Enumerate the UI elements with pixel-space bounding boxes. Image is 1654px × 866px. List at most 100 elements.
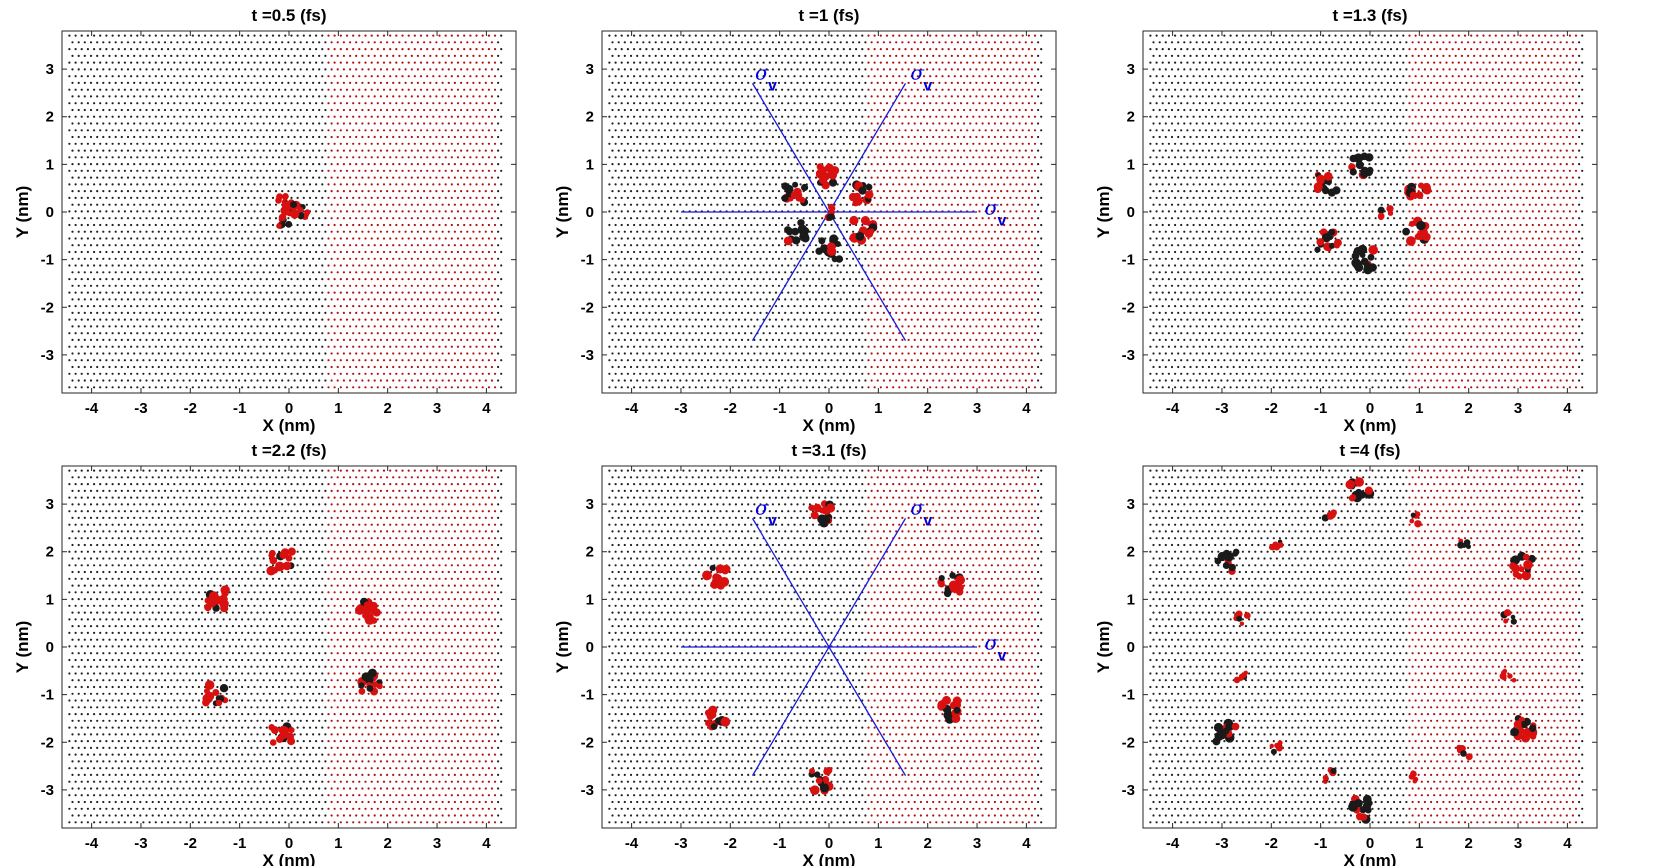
lattice-point [907, 325, 910, 328]
lattice-point [469, 156, 472, 159]
lattice-point [253, 305, 256, 308]
lattice-point [395, 386, 398, 389]
lattice-point [111, 142, 114, 145]
lattice-point [68, 129, 71, 132]
lattice-point [913, 298, 916, 301]
lattice-point [466, 203, 469, 206]
lattice-point [808, 352, 812, 355]
lattice-point [68, 169, 71, 172]
lattice-point [895, 338, 898, 341]
lattice-point [219, 135, 222, 139]
lattice-point [731, 318, 734, 321]
lattice-point [725, 386, 728, 389]
lattice-point [629, 311, 633, 314]
lattice-point [401, 129, 404, 132]
lattice-point [281, 95, 284, 98]
lattice-point [154, 237, 157, 240]
lattice-point [450, 196, 453, 199]
lattice-point [1018, 284, 1021, 287]
lattice-point [74, 129, 77, 132]
lattice-point [373, 203, 376, 206]
lattice-point [802, 284, 805, 287]
lattice-point [873, 305, 876, 308]
lattice-point [744, 278, 747, 281]
lattice-point [345, 183, 349, 186]
lattice-point [330, 68, 333, 71]
lattice-point [1027, 305, 1030, 308]
lattice-point [768, 318, 771, 321]
lattice-point [284, 34, 287, 37]
lattice-point [373, 163, 376, 166]
lattice-point [639, 386, 642, 389]
lattice-point [358, 183, 361, 186]
lattice-point [484, 217, 487, 220]
lattice-point [265, 156, 268, 159]
lattice-point [302, 61, 305, 64]
lattice-point [170, 230, 173, 233]
lattice-point [392, 352, 395, 355]
lattice-point [392, 365, 395, 369]
lattice-point [234, 332, 238, 335]
lattice-point [105, 102, 108, 105]
lattice-point [102, 284, 105, 287]
lattice-point [648, 298, 651, 301]
lattice-point [419, 48, 423, 51]
lattice-point [185, 169, 188, 172]
lattice-point [253, 237, 256, 240]
lattice-point [799, 318, 802, 321]
lattice-point [256, 122, 259, 125]
lattice-point [626, 386, 630, 389]
lattice-point [358, 223, 361, 227]
lattice-point [481, 196, 484, 199]
lattice-point [204, 129, 207, 132]
lattice-point [77, 163, 80, 166]
lattice-point [86, 278, 89, 281]
lattice-point [142, 210, 145, 213]
lattice-point [278, 332, 281, 335]
lattice-point [382, 129, 386, 132]
lattice-point [293, 298, 296, 301]
lattice-point [349, 217, 352, 220]
lattice-point [685, 325, 688, 328]
lattice-point [241, 372, 244, 375]
lattice-point [339, 156, 342, 159]
lattice-point [352, 223, 355, 227]
lattice-point [105, 305, 108, 308]
lattice-point [670, 318, 673, 321]
lattice-point [99, 34, 102, 37]
lattice-point [352, 142, 355, 145]
lattice-point [774, 278, 778, 281]
lattice-point [345, 34, 349, 37]
lattice-point [213, 298, 216, 301]
lattice-point [1003, 386, 1006, 389]
lattice-point [401, 210, 404, 213]
lattice-point [1000, 325, 1003, 328]
lattice-point [287, 54, 290, 58]
lattice-point [327, 102, 330, 105]
lattice-point [176, 203, 179, 206]
lattice-point [413, 196, 416, 199]
lattice-point [191, 237, 194, 240]
lattice-point [682, 386, 685, 389]
lattice-point [120, 244, 123, 247]
lattice-point [179, 345, 182, 348]
lattice-point [716, 352, 719, 355]
lattice-point [774, 291, 778, 294]
lattice-point [86, 332, 89, 335]
lattice-point [191, 278, 194, 281]
lattice-point [959, 372, 963, 375]
lattice-point [435, 338, 438, 341]
lattice-point [108, 325, 111, 328]
lattice-point [241, 345, 244, 348]
lattice-point [663, 372, 667, 375]
lattice-point [657, 372, 660, 375]
lattice-point [324, 284, 327, 287]
lattice-point [907, 338, 910, 341]
lattice-point [707, 332, 710, 335]
lattice-point [438, 34, 441, 37]
lattice-point [429, 352, 432, 355]
lattice-point [416, 54, 419, 58]
lattice-point [959, 318, 963, 321]
lattice-point [312, 284, 315, 287]
lattice-point [231, 41, 234, 44]
